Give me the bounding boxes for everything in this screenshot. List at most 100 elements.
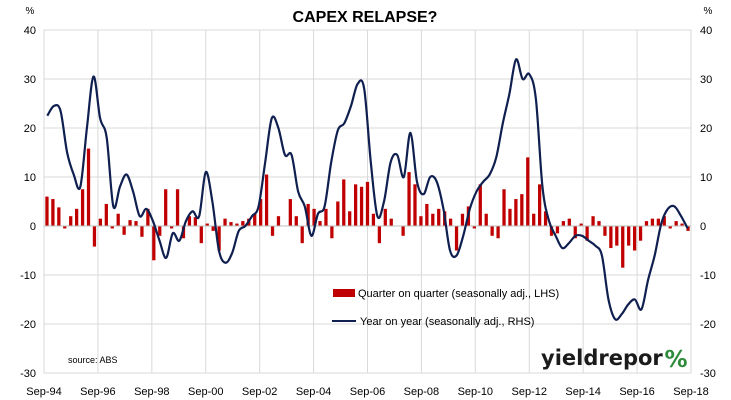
qoq-bar <box>538 184 542 226</box>
qoq-bar <box>140 226 144 237</box>
qoq-bar <box>86 148 91 226</box>
x-tick-label: Sep-06 <box>350 386 385 398</box>
qoq-bar <box>45 196 49 226</box>
left-tick-label: -20 <box>20 319 36 331</box>
qoq-bar <box>532 213 536 226</box>
right-tick-label: 30 <box>700 74 712 86</box>
qoq-bar <box>603 226 607 236</box>
right-tick-label: 20 <box>700 123 712 135</box>
qoq-bar <box>656 218 660 226</box>
qoq-bar <box>336 201 340 226</box>
qoq-bar <box>169 226 174 229</box>
right-tick-label: 10 <box>700 172 712 184</box>
right-tick-label: 0 <box>700 221 706 233</box>
left-tick-label: -10 <box>20 270 36 282</box>
legend-label-bar: Quarter on quarter (seasonally adj., LHS… <box>358 288 559 300</box>
qoq-bar <box>110 226 114 229</box>
x-tick-label: Sep-14 <box>565 386 600 398</box>
qoq-bar <box>549 226 554 236</box>
qoq-bar <box>199 226 203 244</box>
qoq-bar <box>187 216 192 226</box>
qoq-bar <box>502 189 506 226</box>
qoq-bar <box>276 216 281 226</box>
qoq-bar <box>377 226 382 244</box>
qoq-bar <box>353 184 358 226</box>
qoq-bar <box>69 216 73 226</box>
x-tick-label: Sep-96 <box>80 386 115 398</box>
right-tick-label: -30 <box>700 368 716 380</box>
qoq-bar <box>650 218 655 226</box>
left-tick-label: 0 <box>30 221 36 233</box>
logo-mark: % <box>664 347 687 373</box>
qoq-bar <box>413 184 417 226</box>
left-tick-label: -30 <box>20 368 36 380</box>
left-tick-label: 30 <box>24 74 36 86</box>
source-note: source: ABS <box>68 355 118 365</box>
qoq-bar <box>632 226 637 251</box>
qoq-bar <box>526 157 530 226</box>
x-tick-label: Sep-12 <box>512 386 547 398</box>
qoq-bar <box>229 222 233 226</box>
qoq-bar <box>122 226 126 235</box>
qoq-bar <box>591 216 595 226</box>
qoq-bar <box>312 208 316 226</box>
logo-word: yieldreport <box>541 346 673 370</box>
qoq-bar <box>573 226 577 239</box>
qoq-bar <box>638 226 643 241</box>
qoq-bar <box>460 213 465 226</box>
left-tick-label: 40 <box>24 25 36 37</box>
qoq-bar <box>75 208 79 226</box>
right-axis-ticks: 40 30 20 10 0 -10 -20 -30 <box>700 25 716 380</box>
qoq-bar <box>431 213 435 226</box>
qoq-bar <box>51 199 55 226</box>
qoq-bar <box>425 203 429 226</box>
legend-swatch-bar <box>333 289 355 297</box>
x-tick-label: Sep-16 <box>619 386 654 398</box>
qoq-bar <box>270 226 275 236</box>
x-tick-label: Sep-94 <box>26 386 61 398</box>
qoq-bar <box>342 179 346 226</box>
qoq-bar <box>472 226 476 229</box>
qoq-bar <box>644 221 649 226</box>
qoq-bar <box>193 217 197 226</box>
qoq-bar <box>134 221 138 226</box>
qoq-bar <box>116 213 120 226</box>
legend: Quarter on quarter (seasonally adj., LHS… <box>332 288 559 328</box>
x-tick-label: Sep-02 <box>242 386 277 398</box>
right-tick-label: -10 <box>700 270 716 282</box>
qoq-bar <box>561 221 566 226</box>
left-tick-label: 20 <box>24 123 36 135</box>
qoq-bar <box>264 174 269 226</box>
left-axis-ticks: 40 30 20 10 0 -10 -20 -30 <box>20 25 36 380</box>
qoq-bar <box>496 226 500 239</box>
qoq-bar <box>454 226 459 251</box>
right-tick-label: -20 <box>700 319 716 331</box>
qoq-bar <box>98 218 103 226</box>
qoq-bar <box>57 207 61 226</box>
qoq-bar <box>484 213 488 226</box>
qoq-bar <box>330 226 334 239</box>
right-tick-label: 40 <box>700 25 712 37</box>
x-tick-label: Sep-04 <box>296 386 331 398</box>
qoq-bar <box>448 218 453 226</box>
qoq-bar <box>211 226 215 231</box>
qoq-bar <box>567 218 571 226</box>
qoq-bar <box>223 218 227 226</box>
left-tick-label: 10 <box>24 172 36 184</box>
qoq-bar <box>365 181 370 226</box>
line-series <box>46 58 689 321</box>
qoq-bar <box>437 208 441 226</box>
qoq-bar <box>609 226 613 249</box>
right-axis-unit: % <box>704 6 713 17</box>
x-tick-label: Sep-08 <box>404 386 439 398</box>
qoq-bar <box>585 226 589 241</box>
qoq-bar <box>152 226 156 261</box>
qoq-bar <box>686 226 690 231</box>
qoq-bar <box>318 221 322 226</box>
qoq-bar <box>80 189 85 226</box>
qoq-bar <box>241 221 245 226</box>
left-axis-unit: % <box>26 6 35 17</box>
qoq-bar <box>92 226 97 247</box>
qoq-bar <box>627 226 631 246</box>
